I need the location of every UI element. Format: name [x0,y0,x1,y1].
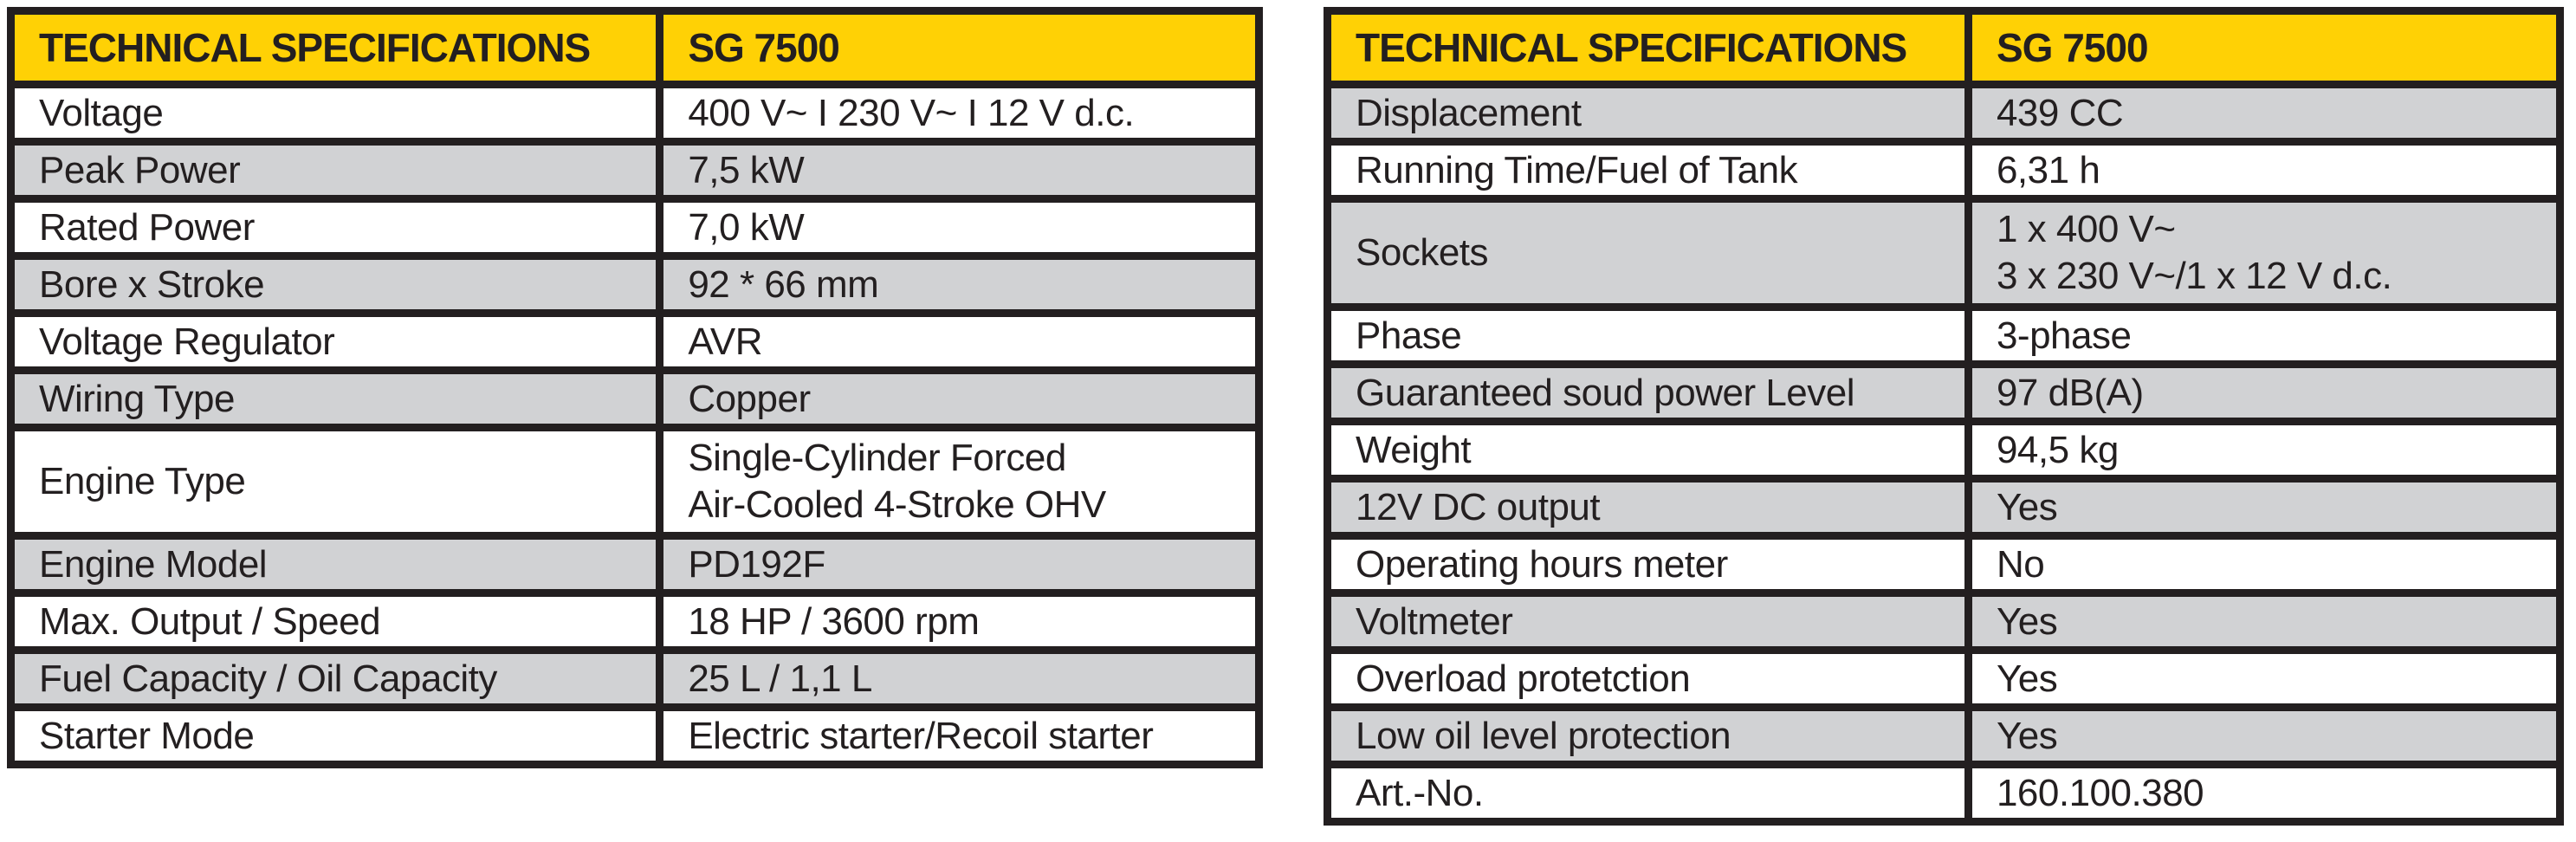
spec-label-cell: Max. Output / Speed [6,589,664,654]
spec-value-cell: Yes [1964,703,2565,768]
spec-row: Peak Power 7,5 kW [6,138,1263,203]
spec-label-cell: Running Time/Fuel of Tank [1324,138,1972,203]
spec-row: Starter Mode Electric starter/Recoil star… [6,703,1263,768]
left-table-header-row: TECHNICAL SPECIFICATIONS SG 7500 [6,7,1263,88]
spec-row: Low oil level protection Yes [1324,703,2565,768]
spec-row: Wiring Type Copper [6,366,1263,431]
spec-row: Rated Power 7,0 kW [6,195,1263,260]
spec-value-cell: 160.100.380 [1964,761,2565,826]
spec-value-cell: Copper [656,366,1263,431]
spec-value-cell: Yes [1964,589,2565,654]
spec-label-cell: Voltmeter [1324,589,1972,654]
spec-label-cell: Weight [1324,418,1972,483]
spec-row: Voltage Regulator AVR [6,309,1263,374]
spec-row: 12V DC output Yes [1324,475,2565,540]
spec-value-cell: 25 L / 1,1 L [656,646,1263,711]
spec-row: Voltmeter Yes [1324,589,2565,654]
spec-value-cell: Yes [1964,475,2565,540]
spec-row: Art.-No. 160.100.380 [1324,761,2565,826]
spec-label-cell: Overload protetction [1324,646,1972,711]
spec-value-cell: Electric starter/Recoil starter [656,703,1263,768]
spec-label-cell: Operating hours meter [1324,532,1972,597]
spec-label-cell: Engine Type [6,424,664,540]
spec-label-cell: Rated Power [6,195,664,260]
right-table-body: Displacement 439 CC Running Time/Fuel of T… [1324,81,2565,826]
left-spec-table: TECHNICAL SPECIFICATIONS SG 7500 Voltage… [6,7,1263,768]
spec-value-cell: 7,5 kW [656,138,1263,203]
spec-value-cell: 1 x 400 V~ 3 x 230 V~/1 x 12 V d.c. [1964,195,2565,311]
spec-value-cell: PD192F [656,532,1263,597]
spec-label-cell: Fuel Capacity / Oil Capacity [6,646,664,711]
spec-row: Guaranteed soud power Level 97 dB(A) [1324,360,2565,425]
spec-label-cell: Starter Mode [6,703,664,768]
spec-row: Displacement 439 CC [1324,81,2565,146]
spec-row: Engine Type Single-Cylinder Forced Air-Co… [6,424,1263,540]
left-header-model-cell: SG 7500 [656,7,1263,88]
spec-row: Max. Output / Speed 18 HP / 3600 rpm [6,589,1263,654]
spec-label-cell: Low oil level protection [1324,703,1972,768]
spec-label-cell: Voltage [6,81,664,146]
right-spec-table: TECHNICAL SPECIFICATIONS SG 7500 Displac… [1324,7,2565,826]
spec-label-cell: 12V DC output [1324,475,1972,540]
spec-row: Fuel Capacity / Oil Capacity 25 L / 1,1 L [6,646,1263,711]
spec-row: Phase 3-phase [1324,303,2565,368]
spec-row: Bore x Stroke 92 * 66 mm [6,252,1263,317]
spec-value-cell: 94,5 kg [1964,418,2565,483]
right-header-model-cell: SG 7500 [1964,7,2565,88]
spec-row: Weight 94,5 kg [1324,418,2565,483]
spec-value-cell: 92 * 66 mm [656,252,1263,317]
spec-label-cell: Bore x Stroke [6,252,664,317]
spec-label-cell: Voltage Regulator [6,309,664,374]
spec-value-cell: No [1964,532,2565,597]
spec-value-cell: 7,0 kW [656,195,1263,260]
spec-row: Sockets 1 x 400 V~ 3 x 230 V~/1 x 12 V d.… [1324,195,2565,311]
spec-value-cell: AVR [656,309,1263,374]
spec-row: Running Time/Fuel of Tank 6,31 h [1324,138,2565,203]
spec-label-cell: Sockets [1324,195,1972,311]
spec-label-cell: Guaranteed soud power Level [1324,360,1972,425]
spec-row: Engine Model PD192F [6,532,1263,597]
spec-value-cell: 400 V~ I 230 V~ I 12 V d.c. [656,81,1263,146]
spec-value-cell: Single-Cylinder Forced Air-Cooled 4-Stro… [656,424,1263,540]
right-table-header-row: TECHNICAL SPECIFICATIONS SG 7500 [1324,7,2565,88]
spec-label-cell: Peak Power [6,138,664,203]
spec-row: Voltage 400 V~ I 230 V~ I 12 V d.c. [6,81,1263,146]
spec-row: Overload protetction Yes [1324,646,2565,711]
spec-value-cell: 6,31 h [1964,138,2565,203]
spec-label-cell: Phase [1324,303,1972,368]
left-header-title-cell: TECHNICAL SPECIFICATIONS [6,7,664,88]
spec-value-cell: 439 CC [1964,81,2565,146]
spec-label-cell: Wiring Type [6,366,664,431]
spec-value-cell: 18 HP / 3600 rpm [656,589,1263,654]
spec-value-cell: Yes [1964,646,2565,711]
spec-label-cell: Art.-No. [1324,761,1972,826]
spec-label-cell: Engine Model [6,532,664,597]
left-table-body: Voltage 400 V~ I 230 V~ I 12 V d.c. Peak P… [6,81,1263,768]
spec-row: Operating hours meter No [1324,532,2565,597]
spec-value-cell: 3-phase [1964,303,2565,368]
spec-value-cell: 97 dB(A) [1964,360,2565,425]
spec-label-cell: Displacement [1324,81,1972,146]
right-header-title-cell: TECHNICAL SPECIFICATIONS [1324,7,1972,88]
